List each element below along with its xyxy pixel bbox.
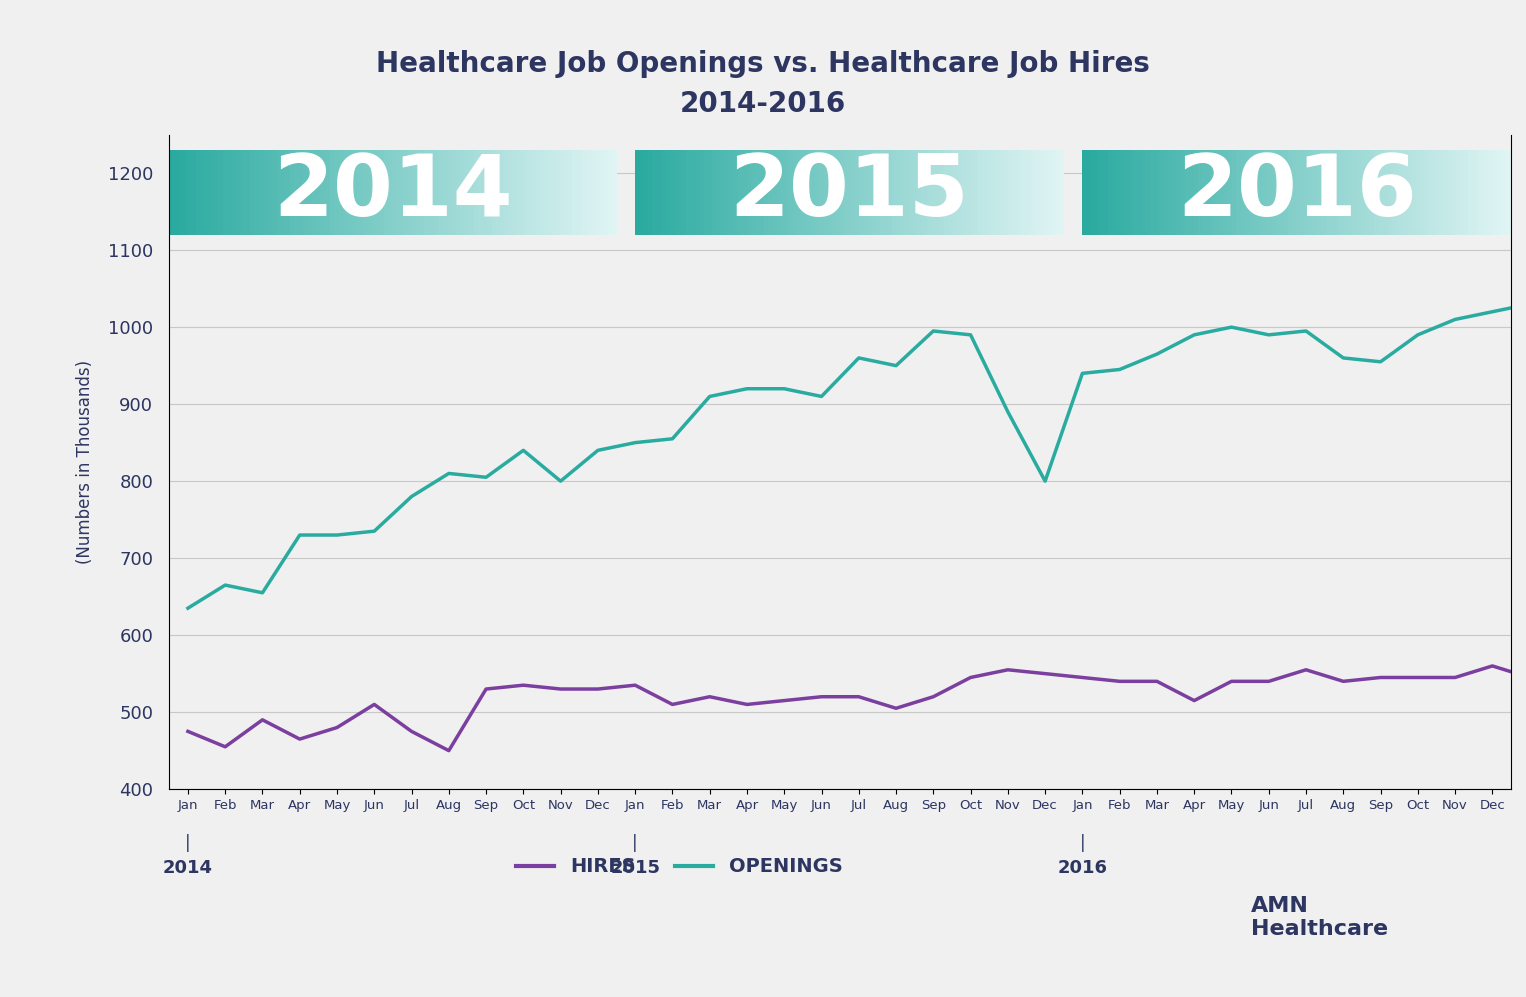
Text: 2015: 2015: [729, 151, 969, 234]
Text: |: |: [1079, 833, 1085, 851]
Legend: HIRES, OPENINGS: HIRES, OPENINGS: [508, 849, 850, 884]
Y-axis label: (Numbers in Thousands): (Numbers in Thousands): [76, 360, 95, 564]
Text: 2016: 2016: [1177, 151, 1416, 234]
Text: 2014: 2014: [273, 151, 513, 234]
Text: |: |: [632, 833, 638, 851]
Text: 2014-2016: 2014-2016: [681, 90, 845, 118]
Text: Healthcare Job Openings vs. Healthcare Job Hires: Healthcare Job Openings vs. Healthcare J…: [375, 50, 1151, 78]
Text: 2015: 2015: [610, 858, 661, 876]
Text: AMN
Healthcare: AMN Healthcare: [1251, 895, 1389, 939]
Text: |: |: [185, 833, 191, 851]
Text: 2016: 2016: [1058, 858, 1108, 876]
Text: 2014: 2014: [163, 858, 214, 876]
